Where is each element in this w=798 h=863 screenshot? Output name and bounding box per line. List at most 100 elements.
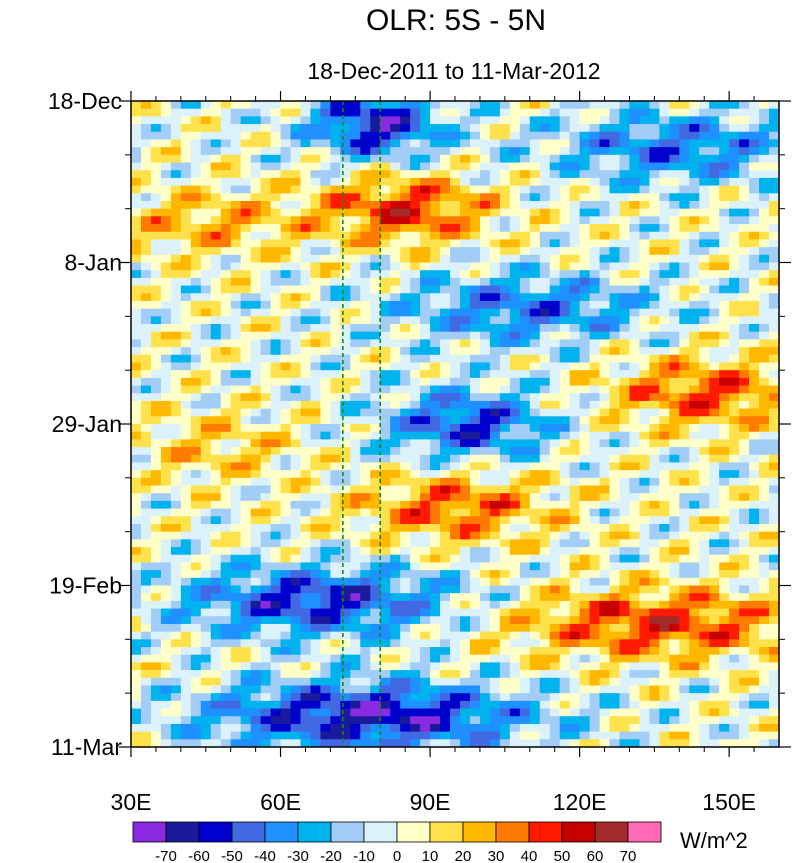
field-cell [639,585,650,594]
field-cell [250,493,262,502]
field-cell [669,608,680,617]
field-cell [499,500,511,510]
field-cell [180,685,192,694]
field-cell [659,677,670,687]
field-cell [300,600,312,610]
field-cell [589,293,601,302]
field-cell [380,285,391,294]
field-cell [320,500,331,510]
field-cell [350,254,361,264]
field-cell [370,608,381,617]
field-cell [220,523,232,533]
field-cell [320,670,331,679]
field-cell [479,139,491,148]
field-cell [679,277,690,287]
field-cell [489,539,501,548]
field-cell [489,477,501,487]
field-cell [629,316,641,325]
field-cell [270,593,282,602]
field-cell [230,370,242,379]
field-cell [400,562,411,571]
field-cell [390,324,401,333]
field-cell [360,670,371,679]
field-cell [180,370,192,379]
field-cell [529,554,541,564]
field-cell [529,385,541,394]
field-cell [150,177,162,187]
field-cell [519,347,531,356]
field-cell [320,231,331,241]
field-cell [340,270,351,279]
field-cell [420,454,431,464]
field-cell [300,523,312,533]
field-cell [440,447,451,456]
field-cell [619,570,631,579]
field-cell [200,485,212,494]
field-cell [559,616,571,625]
field-cell [699,462,710,471]
field-cell [499,577,511,587]
field-cell [370,124,381,133]
field-cell [200,462,212,471]
field-cell [669,585,680,594]
field-cell [619,485,631,494]
field-cell [320,416,331,425]
field-cell [260,308,272,317]
field-cell [699,131,710,141]
field-cell [430,208,441,217]
field-cell [390,231,401,241]
field-cell [759,185,770,194]
field-cell [180,224,192,233]
field-cell [390,177,401,187]
field-cell [489,162,501,171]
field-cell [360,516,371,525]
field-cell [579,101,591,110]
field-cell [370,108,381,117]
field-cell [579,170,591,179]
field-cell [260,131,272,141]
field-cell [360,539,371,548]
field-cell [380,324,391,333]
field-cell [499,262,511,271]
field-cell [350,370,361,379]
field-cell [340,454,351,464]
field-cell [410,185,421,194]
field-cell [450,347,461,356]
field-cell [649,585,660,594]
field-cell [240,585,252,594]
field-cell [280,354,292,364]
field-cell [340,493,351,502]
field-cell [489,593,501,602]
field-cell [499,416,511,425]
field-cell [639,170,650,179]
field-cell [669,677,680,687]
field-cell [489,385,501,394]
field-cell [420,585,431,594]
field-cell [759,377,770,387]
field-cell [669,631,680,640]
field-cell [509,339,521,348]
field-cell [739,131,750,141]
field-cell [420,224,431,233]
field-cell [749,285,760,294]
field-cell [300,400,312,410]
field-cell [330,685,341,694]
field-cell [380,562,391,571]
field-cell [440,424,451,433]
field-cell [659,277,670,287]
field-cell [180,547,192,556]
field-cell [619,339,631,348]
field-cell [290,500,302,510]
field-cell [459,439,471,448]
field-cell [679,224,690,233]
field-cell [529,347,541,356]
field-cell [310,170,322,179]
field-cell [340,593,351,602]
field-cell [459,216,471,225]
field-cell [170,677,182,687]
field-cell [280,385,292,394]
field-cell [719,670,730,679]
field-cell [649,577,660,587]
field-cell [430,185,441,194]
field-cell [290,124,302,133]
